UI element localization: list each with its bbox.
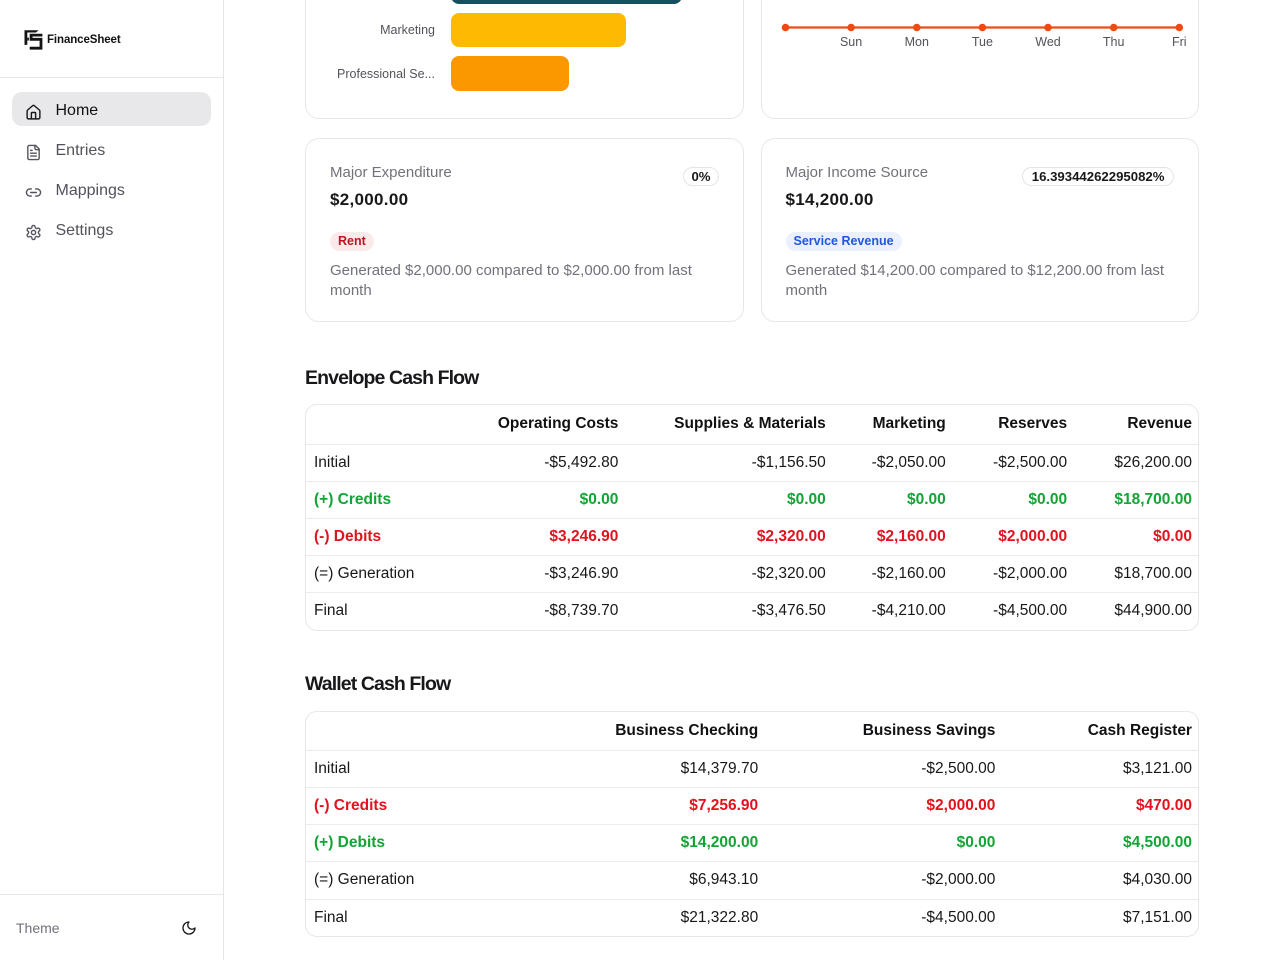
svg-text:Fri: Fri: [1172, 35, 1187, 49]
svg-text:Sun: Sun: [839, 35, 861, 49]
svg-text:Thu: Thu: [1102, 35, 1124, 49]
svg-text:Mon: Mon: [904, 35, 928, 49]
svg-text:Wed: Wed: [1035, 35, 1061, 49]
svg-text:Tue: Tue: [971, 35, 992, 49]
